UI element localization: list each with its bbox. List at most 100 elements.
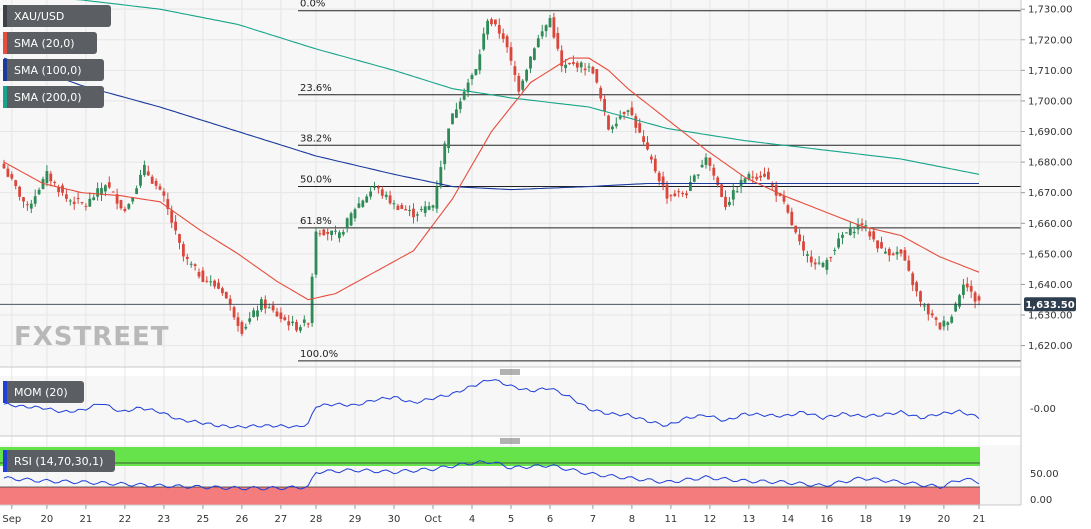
price-tick-label: 1,700.00	[1028, 96, 1073, 107]
candle	[392, 203, 396, 205]
legend-sma-200[interactable]: SMA (200,0)	[3, 86, 104, 108]
candle	[798, 234, 801, 242]
candle	[868, 231, 872, 237]
candle	[915, 282, 918, 292]
candle	[322, 229, 326, 236]
last-price-badge: 1,633.50	[1024, 297, 1076, 312]
date-tick-label: 6	[547, 514, 553, 525]
date-tick-label: 20	[938, 514, 951, 525]
candle	[427, 206, 431, 210]
price-tick-label: 1,640.00	[1028, 280, 1073, 291]
candle	[302, 319, 306, 323]
rsi-resize-handle[interactable]	[500, 438, 520, 444]
candle	[548, 18, 552, 28]
legend-momentum[interactable]: MOM (20)	[3, 381, 84, 403]
candle	[256, 310, 259, 317]
date-tick-label: 18	[860, 514, 873, 525]
candle	[353, 209, 357, 219]
date-tick-label: 4	[469, 514, 475, 525]
fib-label: 61.8%	[300, 216, 332, 227]
candle	[969, 285, 973, 292]
date-tick-label: 25	[197, 514, 210, 525]
candle	[45, 171, 49, 184]
candle	[626, 110, 630, 112]
candle	[716, 177, 720, 186]
date-tick-label: 16	[821, 514, 834, 525]
candle	[661, 176, 665, 186]
candle	[49, 173, 53, 182]
candle	[404, 209, 408, 211]
candle	[139, 174, 142, 186]
candle	[950, 316, 954, 323]
candle	[552, 17, 556, 38]
candle	[903, 250, 907, 261]
candle	[232, 307, 236, 318]
candle	[536, 38, 540, 48]
candle	[603, 98, 606, 111]
candle	[115, 194, 119, 204]
date-tick-label: Oct	[424, 514, 441, 525]
price-tick-label: 1,660.00	[1028, 219, 1073, 230]
rsi-axis-label-0: 0.00	[1030, 495, 1052, 506]
candle	[778, 193, 782, 196]
candle	[763, 173, 766, 177]
candle	[154, 180, 158, 186]
candle	[22, 197, 25, 202]
legend-sma-20[interactable]: SMA (20,0)	[3, 32, 97, 54]
candle	[419, 208, 423, 210]
price-tick-label: 1,620.00	[1028, 341, 1073, 352]
sma-20-line	[3, 57, 980, 301]
candle	[665, 184, 669, 199]
legend-rsi[interactable]: RSI (14,70,30,1)	[3, 450, 115, 472]
candle	[923, 305, 926, 307]
candle	[770, 183, 774, 186]
candle	[135, 188, 138, 195]
candle	[213, 280, 216, 287]
date-tick-label: 26	[236, 514, 249, 525]
rsi-overbought-zone	[0, 447, 980, 466]
candle	[96, 188, 99, 197]
candle	[423, 206, 427, 213]
candle	[197, 272, 201, 277]
legend-sma-100[interactable]: SMA (100,0)	[3, 59, 104, 81]
candle	[466, 82, 470, 93]
candle	[677, 191, 681, 193]
date-tick-label: 14	[782, 514, 795, 525]
candle	[650, 156, 653, 160]
candle	[217, 282, 220, 289]
candle	[107, 182, 111, 188]
candle	[634, 116, 638, 128]
sma-100-line	[3, 57, 979, 191]
candle	[143, 164, 146, 176]
candle	[65, 194, 68, 199]
rsi-oversold-zone	[0, 487, 980, 505]
candle	[934, 317, 938, 320]
candle	[630, 107, 634, 116]
candle	[111, 191, 115, 193]
fib-label: 23.6%	[300, 83, 332, 94]
candle	[802, 241, 805, 251]
candle	[68, 200, 72, 202]
candle	[439, 167, 443, 188]
momentum-resize-handle[interactable]	[500, 369, 520, 375]
legend-symbol[interactable]: XAU/USD	[3, 5, 111, 27]
candle	[880, 242, 883, 249]
candle	[345, 218, 349, 228]
candle	[275, 311, 279, 317]
candle	[825, 259, 829, 270]
candle	[579, 62, 583, 68]
candle	[338, 232, 341, 239]
candle	[57, 187, 60, 193]
candle	[166, 199, 170, 210]
candle	[599, 87, 603, 99]
candle	[794, 225, 798, 233]
candle	[61, 185, 64, 193]
candle	[396, 205, 400, 211]
candle	[568, 62, 571, 65]
candle	[611, 126, 614, 130]
candle	[185, 256, 189, 260]
date-tick-label: 11	[665, 514, 678, 525]
candle	[357, 203, 361, 208]
candle	[829, 257, 833, 259]
candle	[224, 291, 228, 299]
